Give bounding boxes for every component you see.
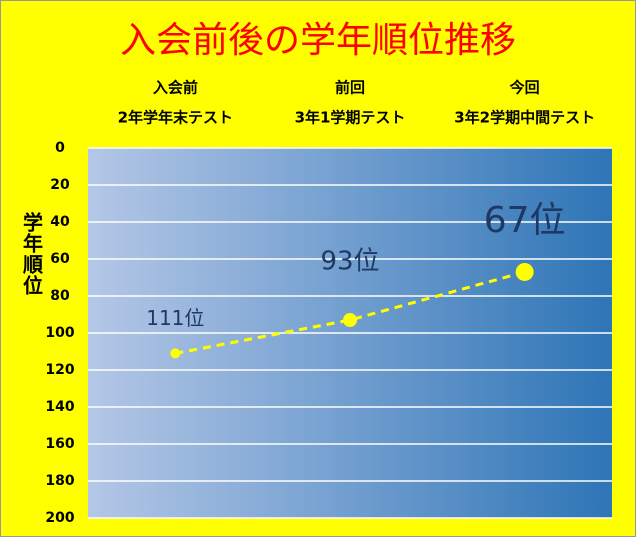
y-tick-label: 140 bbox=[45, 399, 74, 415]
y-tick-label: 0 bbox=[55, 140, 65, 156]
data-line bbox=[175, 270, 526, 355]
x-category-label: 3年2学期中間テスト bbox=[454, 109, 595, 127]
data-label: 93位 bbox=[320, 247, 379, 277]
y-tick-label: 80 bbox=[50, 288, 70, 304]
data-point bbox=[515, 262, 534, 281]
data-label: 111位 bbox=[146, 306, 204, 330]
x-category-label: 3年1学期テスト bbox=[295, 109, 406, 127]
y-tick-label: 120 bbox=[45, 362, 74, 378]
y-tick-label: 160 bbox=[45, 436, 74, 452]
chart-title: 入会前後の学年順位推移 bbox=[120, 20, 516, 61]
y-tick-label: 60 bbox=[50, 251, 70, 267]
y-tick-label: 100 bbox=[45, 325, 74, 341]
x-category-label: 2年学年末テスト bbox=[118, 109, 233, 127]
data-point bbox=[343, 313, 357, 328]
y-tick-label: 200 bbox=[45, 510, 74, 526]
data-point bbox=[170, 348, 181, 359]
y-axis-label: 学年順位 bbox=[20, 211, 44, 296]
y-tick-label: 40 bbox=[50, 214, 70, 230]
y-tick-label: 180 bbox=[45, 473, 74, 489]
data-label: 67位 bbox=[484, 200, 566, 241]
x-category-label: 前回 bbox=[335, 79, 365, 97]
y-tick-label: 20 bbox=[50, 177, 70, 193]
x-category-label: 入会前 bbox=[153, 79, 198, 97]
x-category-label: 今回 bbox=[509, 79, 540, 97]
